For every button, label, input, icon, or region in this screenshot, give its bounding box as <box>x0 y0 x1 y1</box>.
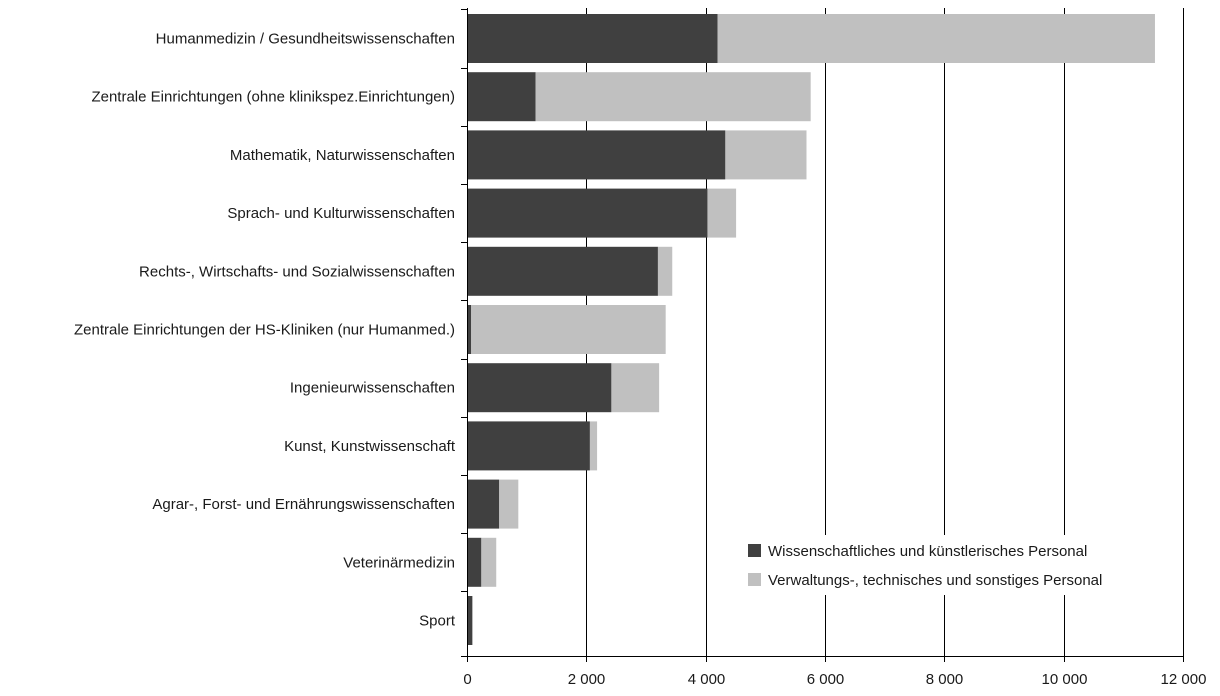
bar-segment-scientific <box>467 596 473 645</box>
bar-segment-scientific <box>467 479 500 529</box>
x-tick-label: 0 <box>463 671 471 688</box>
category-label: Rechts-, Wirtschafts- und Sozialwissensc… <box>139 263 455 280</box>
legend-swatch <box>748 544 761 557</box>
category-label: Zentrale Einrichtungen (ohne klinikspez.… <box>91 89 455 106</box>
legend-swatch <box>748 573 761 586</box>
bar-segment-administrative <box>657 246 673 296</box>
bar-segment-administrative <box>471 305 666 354</box>
bar-segment-administrative <box>499 479 519 529</box>
bar-segment-administrative <box>589 421 598 471</box>
legend: Wissenschaftliches und künstlerisches Pe… <box>742 535 1170 595</box>
x-tick-label: 6 000 <box>807 671 845 688</box>
bar-segment-scientific <box>467 537 482 587</box>
bar-segment-scientific <box>467 14 718 63</box>
bar-segment-scientific <box>467 188 708 238</box>
x-tick-label: 2 000 <box>568 671 606 688</box>
bars <box>467 14 1155 645</box>
x-tick-label: 12 000 <box>1161 671 1207 688</box>
bar-segment-administrative <box>611 363 660 413</box>
category-label: Sprach- und Kulturwissenschaften <box>227 205 455 222</box>
category-label: Kunst, Kunstwissenschaft <box>284 438 456 455</box>
category-label: Agrar-, Forst- und Ernährungswissenschaf… <box>152 496 455 513</box>
axes <box>461 8 1184 662</box>
x-tick-label: 8 000 <box>926 671 964 688</box>
bar-segment-administrative <box>725 130 807 180</box>
x-tick-label: 10 000 <box>1042 671 1088 688</box>
category-label: Sport <box>419 613 456 630</box>
x-tick-labels: 0 2 000 4 000 6 000 8 000 10 000 12 000 <box>463 671 1206 688</box>
category-labels: Humanmedizin / Gesundheitswissenschaften… <box>74 31 456 630</box>
bar-segment-scientific <box>467 421 590 471</box>
category-label: Zentrale Einrichtungen der HS-Kliniken (… <box>74 322 455 339</box>
legend-background <box>742 535 1170 595</box>
bar-segment-scientific <box>467 246 658 296</box>
bar-segment-scientific <box>467 130 726 180</box>
category-label: Veterinärmedizin <box>343 554 455 571</box>
bar-segment-scientific <box>467 305 472 354</box>
bar-segment-scientific <box>467 72 536 122</box>
bar-segment-scientific <box>467 363 612 413</box>
bar-segment-administrative <box>707 188 737 238</box>
bar-segment-administrative <box>481 537 497 587</box>
category-label: Mathematik, Naturwissenschaften <box>230 147 455 164</box>
category-label: Humanmedizin / Gesundheitswissenschaften <box>156 31 455 48</box>
legend-label: Verwaltungs-, technisches und sonstiges … <box>768 572 1102 589</box>
legend-label: Wissenschaftliches und künstlerisches Pe… <box>768 543 1087 560</box>
x-tick-label: 4 000 <box>688 671 726 688</box>
bar-segment-administrative <box>535 72 811 122</box>
bar-segment-administrative <box>717 14 1155 63</box>
category-label: Ingenieurwissenschaften <box>290 380 455 397</box>
